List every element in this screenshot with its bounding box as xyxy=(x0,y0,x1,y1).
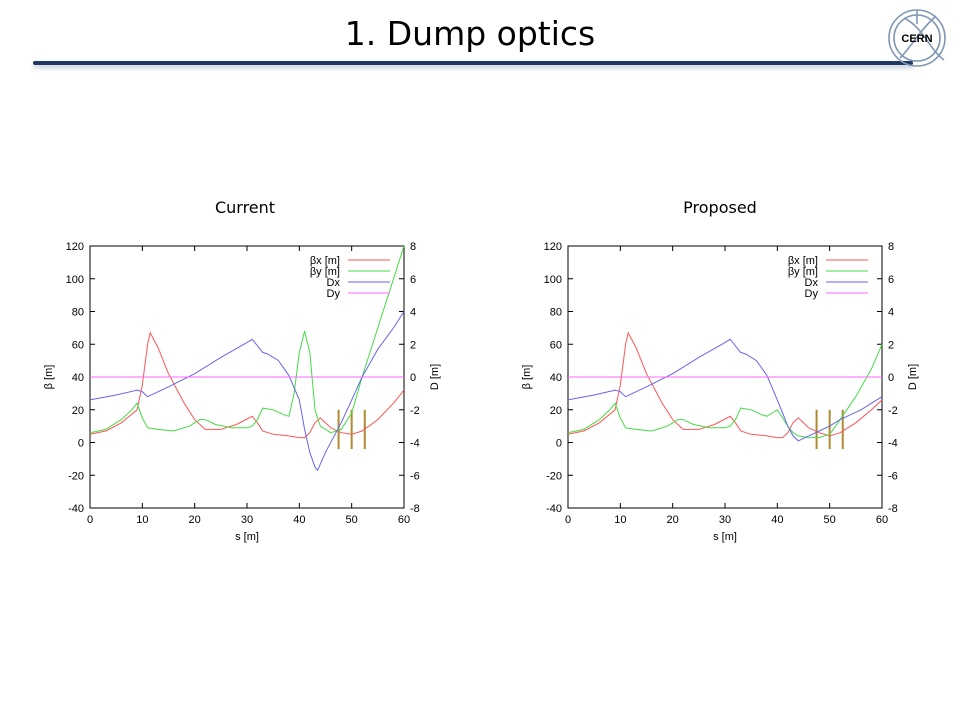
series-line-beta-x xyxy=(89,331,405,439)
y2-tick-label: 2 xyxy=(410,339,416,351)
y-tick-label: 100 xyxy=(66,274,84,286)
y-tick-label: 80 xyxy=(72,307,84,319)
y-axis-label: β [m] xyxy=(43,365,55,390)
x-tick-label: 10 xyxy=(614,514,626,526)
y2-tick-label: -8 xyxy=(888,503,898,515)
x-tick-label: 40 xyxy=(293,514,305,526)
y-tick-label: 40 xyxy=(550,372,562,384)
x-tick-label: 0 xyxy=(565,514,571,526)
y-tick-label: 20 xyxy=(72,405,84,417)
y-tick-label: 40 xyxy=(72,372,84,384)
legend-label: βx [m] xyxy=(788,255,818,267)
y-tick-label: -20 xyxy=(68,470,84,482)
x-tick-label: 60 xyxy=(876,514,888,526)
y2-tick-label: 6 xyxy=(888,274,894,286)
y-axis-label: β [m] xyxy=(521,365,533,390)
legend-label: βy [m] xyxy=(788,266,818,278)
y-tick-label: -40 xyxy=(68,503,84,515)
legend-label: βx [m] xyxy=(310,255,340,267)
y-tick-label: 0 xyxy=(78,438,84,450)
y-tick-label: -20 xyxy=(546,470,562,482)
y-tick-label: 100 xyxy=(544,274,562,286)
y2-tick-label: 0 xyxy=(410,372,416,384)
y2-tick-label: 8 xyxy=(410,241,416,253)
y2-axis-label: D [m] xyxy=(907,364,919,390)
chart-proposed-optics: 0 10 20 30 40 50 60-40-20020406080100120-8-6-4… xyxy=(521,241,919,543)
legend-label: Dx xyxy=(327,277,341,289)
panel-label-proposed: Proposed xyxy=(683,198,757,217)
legend-label: Dy xyxy=(327,288,341,300)
cern-logo: CERN xyxy=(888,9,946,67)
panel-label-current: Current xyxy=(214,198,276,217)
y2-tick-label: -2 xyxy=(410,405,420,417)
x-tick-label: 60 xyxy=(398,514,410,526)
x-tick-label: 50 xyxy=(824,514,836,526)
y-tick-label: 120 xyxy=(544,241,562,253)
x-tick-label: 10 xyxy=(136,514,148,526)
y2-tick-label: 6 xyxy=(410,274,416,286)
y2-tick-label: -6 xyxy=(888,470,898,482)
legend-label: Dx xyxy=(805,277,819,289)
y-tick-label: 120 xyxy=(66,241,84,253)
x-tick-label: 40 xyxy=(771,514,783,526)
series-line-beta-y xyxy=(89,245,405,434)
y2-tick-label: 2 xyxy=(888,339,894,351)
y2-tick-label: -2 xyxy=(888,405,898,417)
y-tick-label: 60 xyxy=(72,339,84,351)
x-axis-label: s [m] xyxy=(713,531,737,543)
chart-current-optics: 0 10 20 30 40 50 60-40-20020406080100120-8-6-4… xyxy=(43,241,441,543)
legend-label: Dy xyxy=(805,288,819,300)
y2-tick-label: 4 xyxy=(410,307,416,319)
x-tick-label: 30 xyxy=(241,514,253,526)
x-axis-label: s [m] xyxy=(235,531,259,543)
series-line-beta-y xyxy=(567,344,883,439)
title-divider xyxy=(33,61,913,65)
y2-tick-label: 0 xyxy=(888,372,894,384)
y2-tick-label: 4 xyxy=(888,307,894,319)
y2-tick-label: 8 xyxy=(888,241,894,253)
x-tick-label: 50 xyxy=(346,514,358,526)
y2-tick-label: -4 xyxy=(410,438,420,450)
y-tick-label: 0 xyxy=(556,438,562,450)
series-line-D-x xyxy=(567,338,883,442)
y-tick-label: 20 xyxy=(550,405,562,417)
y-tick-label: 60 xyxy=(550,339,562,351)
series-line-D-x xyxy=(89,311,405,472)
legend-label: βy [m] xyxy=(310,266,340,278)
cern-logo-text: CERN xyxy=(901,33,932,45)
y2-tick-label: -8 xyxy=(410,503,420,515)
x-tick-label: 30 xyxy=(719,514,731,526)
y-tick-label: -40 xyxy=(546,503,562,515)
x-tick-label: 20 xyxy=(667,514,679,526)
x-tick-label: 0 xyxy=(87,514,93,526)
y-tick-label: 80 xyxy=(550,307,562,319)
x-tick-label: 20 xyxy=(189,514,201,526)
y2-axis-label: D [m] xyxy=(429,364,441,390)
y2-tick-label: -4 xyxy=(888,438,898,450)
y2-tick-label: -6 xyxy=(410,470,420,482)
slide-title: 1. Dump optics xyxy=(344,14,596,53)
